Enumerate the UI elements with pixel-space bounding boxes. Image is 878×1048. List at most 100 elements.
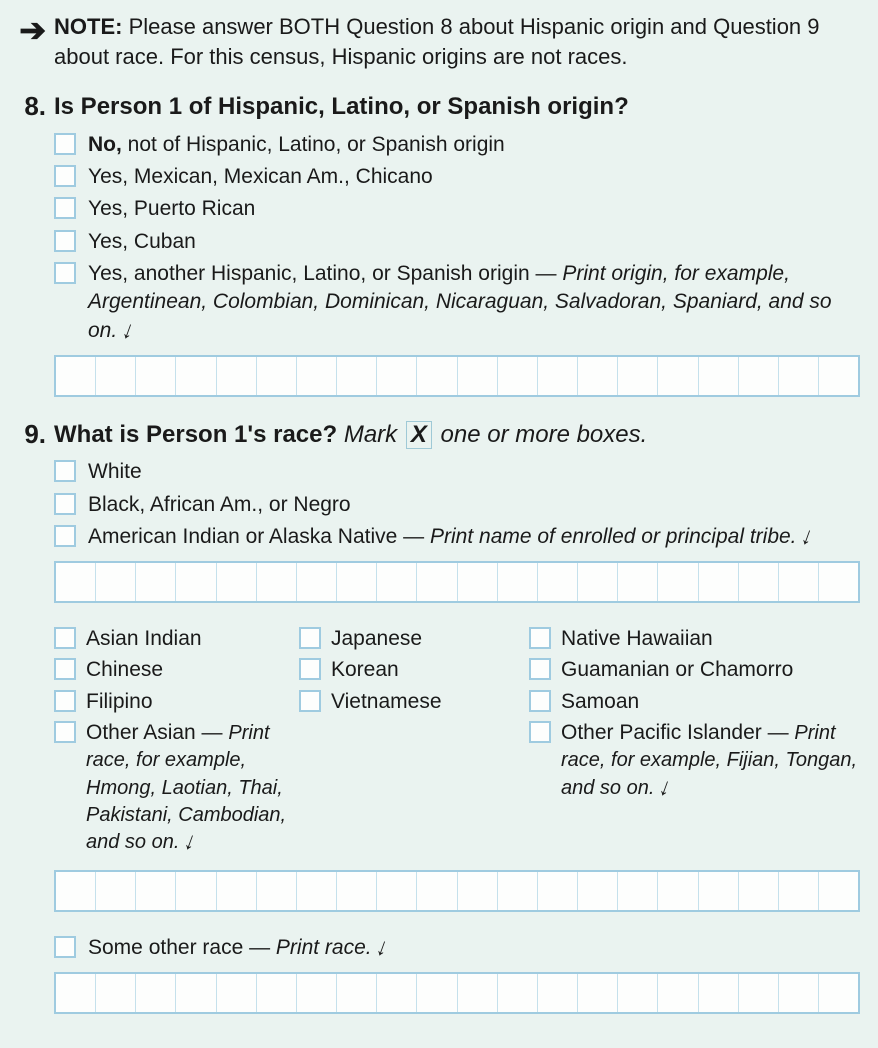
q9-entry-boxes-1[interactable] [54, 561, 860, 603]
entry-cell[interactable] [699, 563, 739, 601]
entry-cell[interactable] [337, 563, 377, 601]
entry-cell[interactable] [257, 872, 297, 910]
entry-cell[interactable] [96, 563, 136, 601]
checkbox[interactable] [54, 936, 76, 958]
entry-cell[interactable] [297, 974, 337, 1012]
entry-cell[interactable] [739, 563, 779, 601]
entry-cell[interactable] [297, 563, 337, 601]
entry-cell[interactable] [779, 563, 819, 601]
entry-cell[interactable] [96, 357, 136, 395]
checkbox[interactable] [299, 627, 321, 649]
entry-cell[interactable] [578, 872, 618, 910]
entry-cell[interactable] [739, 872, 779, 910]
entry-cell[interactable] [217, 563, 257, 601]
checkbox[interactable] [54, 133, 76, 155]
checkbox[interactable] [299, 690, 321, 712]
checkbox[interactable] [54, 658, 76, 680]
entry-cell[interactable] [96, 974, 136, 1012]
entry-cell[interactable] [578, 357, 618, 395]
entry-cell[interactable] [658, 563, 698, 601]
entry-cell[interactable] [699, 357, 739, 395]
entry-cell[interactable] [337, 872, 377, 910]
entry-cell[interactable] [257, 563, 297, 601]
entry-cell[interactable] [136, 872, 176, 910]
entry-cell[interactable] [498, 357, 538, 395]
entry-cell[interactable] [337, 357, 377, 395]
checkbox[interactable] [54, 197, 76, 219]
checkbox[interactable] [529, 658, 551, 680]
entry-cell[interactable] [297, 357, 337, 395]
entry-cell[interactable] [417, 357, 457, 395]
entry-cell[interactable] [819, 357, 858, 395]
entry-cell[interactable] [538, 974, 578, 1012]
checkbox[interactable] [54, 230, 76, 252]
entry-cell[interactable] [257, 974, 297, 1012]
entry-cell[interactable] [458, 357, 498, 395]
entry-cell[interactable] [538, 872, 578, 910]
entry-cell[interactable] [56, 563, 96, 601]
entry-cell[interactable] [458, 563, 498, 601]
checkbox[interactable] [54, 721, 76, 743]
entry-cell[interactable] [819, 974, 858, 1012]
entry-cell[interactable] [136, 357, 176, 395]
entry-cell[interactable] [498, 563, 538, 601]
entry-cell[interactable] [56, 357, 96, 395]
checkbox[interactable] [54, 262, 76, 284]
entry-cell[interactable] [458, 872, 498, 910]
entry-cell[interactable] [658, 974, 698, 1012]
checkbox[interactable] [54, 460, 76, 482]
entry-cell[interactable] [96, 872, 136, 910]
entry-cell[interactable] [56, 872, 96, 910]
entry-cell[interactable] [699, 872, 739, 910]
entry-cell[interactable] [56, 974, 96, 1012]
entry-cell[interactable] [377, 357, 417, 395]
checkbox[interactable] [529, 627, 551, 649]
entry-cell[interactable] [217, 974, 257, 1012]
checkbox[interactable] [529, 721, 551, 743]
entry-cell[interactable] [498, 974, 538, 1012]
entry-cell[interactable] [819, 563, 858, 601]
entry-cell[interactable] [779, 872, 819, 910]
entry-cell[interactable] [176, 563, 216, 601]
entry-cell[interactable] [578, 974, 618, 1012]
q8-entry-boxes[interactable] [54, 355, 860, 397]
entry-cell[interactable] [699, 974, 739, 1012]
entry-cell[interactable] [377, 872, 417, 910]
entry-cell[interactable] [578, 563, 618, 601]
entry-cell[interactable] [458, 974, 498, 1012]
entry-cell[interactable] [257, 357, 297, 395]
checkbox[interactable] [54, 525, 76, 547]
checkbox[interactable] [54, 493, 76, 515]
entry-cell[interactable] [779, 974, 819, 1012]
entry-cell[interactable] [819, 872, 858, 910]
entry-cell[interactable] [136, 974, 176, 1012]
entry-cell[interactable] [176, 974, 216, 1012]
entry-cell[interactable] [176, 357, 216, 395]
entry-cell[interactable] [739, 357, 779, 395]
entry-cell[interactable] [136, 563, 176, 601]
entry-cell[interactable] [739, 974, 779, 1012]
entry-cell[interactable] [498, 872, 538, 910]
entry-cell[interactable] [217, 872, 257, 910]
checkbox[interactable] [529, 690, 551, 712]
entry-cell[interactable] [658, 872, 698, 910]
entry-cell[interactable] [658, 357, 698, 395]
q9-entry-boxes-3[interactable] [54, 972, 860, 1014]
entry-cell[interactable] [377, 974, 417, 1012]
checkbox[interactable] [54, 627, 76, 649]
entry-cell[interactable] [176, 872, 216, 910]
entry-cell[interactable] [538, 563, 578, 601]
entry-cell[interactable] [417, 563, 457, 601]
entry-cell[interactable] [618, 872, 658, 910]
checkbox[interactable] [299, 658, 321, 680]
checkbox[interactable] [54, 690, 76, 712]
entry-cell[interactable] [417, 974, 457, 1012]
checkbox[interactable] [54, 165, 76, 187]
entry-cell[interactable] [217, 357, 257, 395]
entry-cell[interactable] [377, 563, 417, 601]
entry-cell[interactable] [417, 872, 457, 910]
entry-cell[interactable] [337, 974, 377, 1012]
entry-cell[interactable] [297, 872, 337, 910]
entry-cell[interactable] [618, 563, 658, 601]
q9-entry-boxes-2[interactable] [54, 870, 860, 912]
